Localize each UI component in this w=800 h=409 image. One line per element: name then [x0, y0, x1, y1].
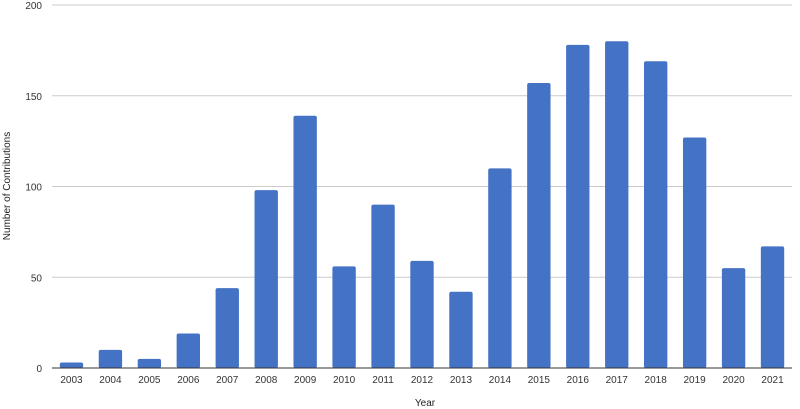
- bar-2004: [98, 349, 123, 368]
- y-tick-label: 0: [36, 364, 42, 375]
- y-axis-title: Number of Contributions: [2, 132, 13, 240]
- x-tick-label: 2003: [60, 375, 83, 386]
- x-tick-label: 2004: [99, 375, 122, 386]
- y-tick-label: 150: [25, 92, 42, 103]
- x-tick-label: 2018: [645, 375, 668, 386]
- x-tick-label: 2020: [722, 375, 745, 386]
- y-tick-label: 200: [25, 1, 42, 12]
- bars: [59, 41, 785, 369]
- bar-2019: [682, 137, 707, 368]
- bar-2003: [59, 362, 84, 368]
- x-tick-label: 2012: [411, 375, 434, 386]
- x-tick-label: 2006: [177, 375, 200, 386]
- bar-2006: [176, 333, 200, 368]
- bar-2011: [371, 204, 395, 368]
- x-tick-label: 2009: [294, 375, 317, 386]
- bar-2005: [137, 358, 162, 368]
- bar-2018: [644, 61, 668, 368]
- bar-2015: [527, 83, 551, 369]
- x-tick-label: 2016: [567, 375, 590, 386]
- bar-2017: [605, 41, 629, 369]
- x-tick-label: 2021: [761, 375, 784, 386]
- x-tick-label: 2017: [606, 375, 629, 386]
- bar-2021: [760, 246, 785, 368]
- x-tick-label: 2019: [684, 375, 707, 386]
- bar-2007: [215, 288, 239, 368]
- x-tick-label: 2015: [528, 375, 551, 386]
- x-tick-label: 2011: [372, 375, 394, 386]
- x-tick-label: 2007: [216, 375, 239, 386]
- y-tick-label: 100: [25, 183, 42, 194]
- y-axis-ticks: 0 50 100 150 200: [25, 1, 42, 375]
- x-tick-label: 2008: [255, 375, 278, 386]
- bar-2016: [566, 44, 590, 369]
- x-axis-title: Year: [415, 398, 436, 409]
- gridlines: [52, 4, 792, 278]
- bar-2013: [449, 291, 473, 368]
- bar-2020: [721, 268, 746, 368]
- x-tick-label: 2005: [138, 375, 161, 386]
- y-tick-label: 50: [31, 273, 43, 284]
- bar-2012: [410, 260, 434, 368]
- x-tick-label: 2014: [489, 375, 512, 386]
- bar-2014: [488, 168, 512, 368]
- bar-2008: [254, 190, 278, 368]
- bar-2010: [332, 266, 356, 368]
- x-axis-ticks: 2003 2004 2005 2006 2007 2008 2009 2010 2011 2012…: [60, 375, 784, 386]
- x-tick-label: 2013: [450, 375, 473, 386]
- x-tick-label: 2010: [333, 375, 356, 386]
- bar-2009: [293, 115, 317, 368]
